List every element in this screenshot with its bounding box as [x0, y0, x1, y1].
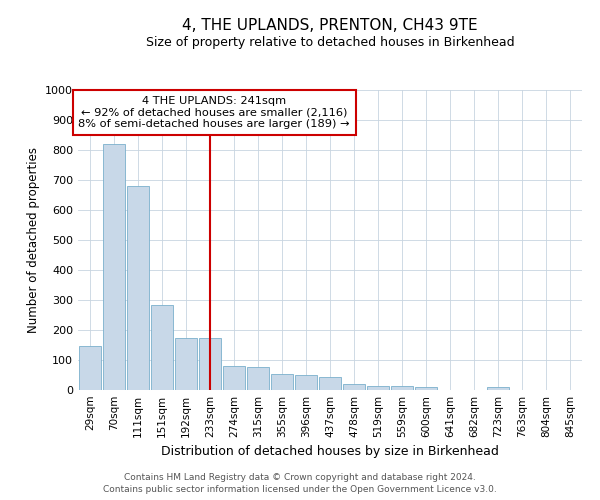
Bar [79, 346, 101, 390]
Bar [343, 384, 365, 390]
Text: Contains HM Land Registry data © Crown copyright and database right 2024.: Contains HM Land Registry data © Crown c… [124, 472, 476, 482]
Bar [271, 374, 293, 390]
Bar [415, 387, 437, 390]
Bar [391, 386, 413, 390]
Bar [151, 305, 173, 390]
Bar [247, 366, 269, 390]
Text: Size of property relative to detached houses in Birkenhead: Size of property relative to detached ho… [146, 36, 514, 49]
Text: 4 THE UPLANDS: 241sqm
← 92% of detached houses are smaller (2,116)
8% of semi-de: 4 THE UPLANDS: 241sqm ← 92% of detached … [79, 96, 350, 129]
Text: Contains public sector information licensed under the Open Government Licence v3: Contains public sector information licen… [103, 485, 497, 494]
Bar [103, 144, 125, 390]
Bar [295, 375, 317, 390]
Bar [175, 338, 197, 390]
Bar [319, 378, 341, 390]
Bar [487, 387, 509, 390]
Bar [223, 366, 245, 390]
Bar [367, 386, 389, 390]
Text: 4, THE UPLANDS, PRENTON, CH43 9TE: 4, THE UPLANDS, PRENTON, CH43 9TE [182, 18, 478, 32]
X-axis label: Distribution of detached houses by size in Birkenhead: Distribution of detached houses by size … [161, 446, 499, 458]
Bar [199, 338, 221, 390]
Bar [127, 186, 149, 390]
Y-axis label: Number of detached properties: Number of detached properties [26, 147, 40, 333]
